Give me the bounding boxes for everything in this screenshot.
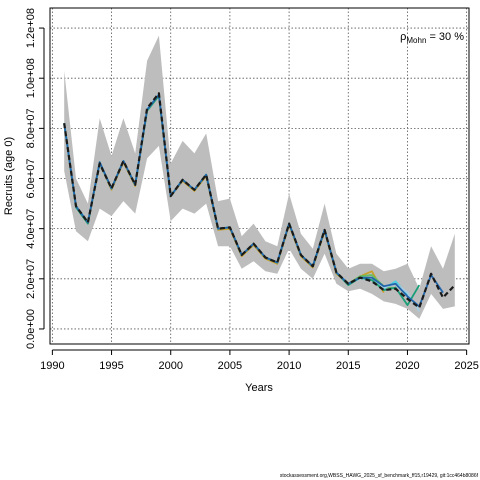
x-tick-label-6: 2020 <box>395 360 419 372</box>
x-tick-label-0: 1990 <box>40 360 64 372</box>
x-tick-label-3: 2005 <box>218 360 242 372</box>
rho-symbol: ρ <box>400 31 406 43</box>
x-tick-label-5: 2015 <box>336 360 360 372</box>
mohn-rho-annotation: ρMohn = 30 % <box>400 31 464 45</box>
plot-frame <box>49 7 470 345</box>
series-layer <box>63 92 456 312</box>
y-tick-label-0: 0.0e+00 <box>25 309 37 349</box>
y-axis: 0.0e+00 2.0e+07 4.0e+07 6.0e+07 8.0e+07 1.0e+… <box>25 8 45 349</box>
y-tick-label-6: 1.2e+08 <box>25 8 37 48</box>
y-tick-label-2: 4.0e+07 <box>25 209 37 249</box>
y-tick-label-3: 6.0e+07 <box>25 158 37 198</box>
x-tick-label-1: 1995 <box>99 360 123 372</box>
rho-subscript: Mohn <box>406 36 426 45</box>
confidence-band-layer <box>64 35 455 319</box>
x-tick-label-2: 2000 <box>158 360 182 372</box>
y-tick-label-4: 8.0e+07 <box>25 108 37 148</box>
x-axis: 1990 1995 2000 2005 2010 2015 2020 2025 <box>40 349 479 372</box>
x-tick-label-4: 2010 <box>277 360 301 372</box>
series-line-0 <box>63 92 456 309</box>
y-axis-label: Recruits (age 0) <box>3 137 15 215</box>
x-axis-label: Years <box>245 382 273 394</box>
rho-value: = 30 % <box>426 31 464 43</box>
x-tick-label-7: 2025 <box>454 360 478 372</box>
confidence-band <box>64 35 455 319</box>
y-tick-label-1: 2.0e+07 <box>25 259 37 299</box>
y-tick-label-5: 1.0e+08 <box>25 58 37 98</box>
footer-credit: stockassessment.org,WBSS_HAWG_2025_sf_be… <box>279 473 478 479</box>
